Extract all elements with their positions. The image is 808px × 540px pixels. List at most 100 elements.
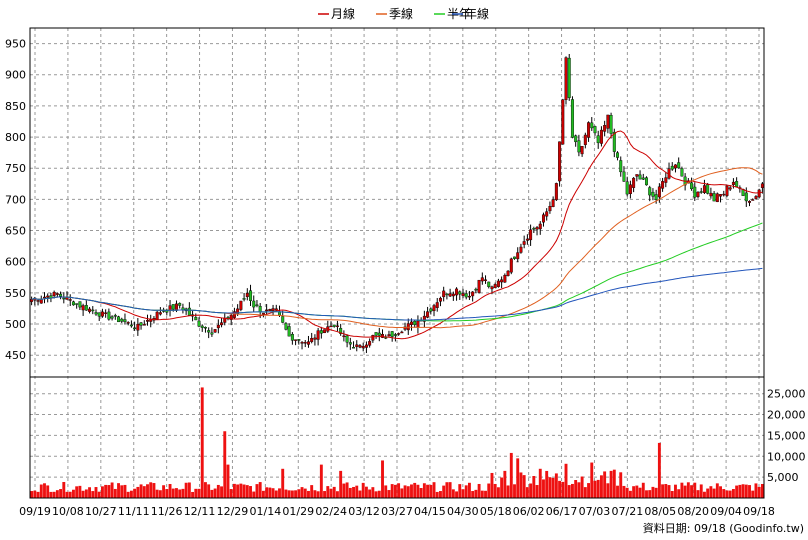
volume-bar bbox=[587, 483, 590, 498]
candle-body bbox=[731, 181, 735, 185]
candle-body bbox=[136, 323, 140, 331]
candle-body bbox=[91, 309, 95, 312]
volume-bar bbox=[583, 487, 587, 498]
volume-bar bbox=[509, 452, 513, 498]
volume-bar bbox=[364, 486, 368, 498]
x-tick-label: 08/20 bbox=[677, 505, 709, 518]
candle-body bbox=[168, 305, 172, 311]
candle-body bbox=[513, 256, 516, 259]
volume-bar bbox=[535, 485, 539, 498]
x-tick-label: 12/29 bbox=[217, 505, 249, 518]
volume-bar bbox=[545, 470, 549, 498]
candle-body bbox=[570, 99, 574, 138]
volume-bar bbox=[503, 470, 507, 498]
candle-body bbox=[158, 312, 162, 315]
candle-body bbox=[232, 311, 236, 318]
candle-body bbox=[216, 324, 220, 329]
volume-bar bbox=[471, 491, 475, 498]
volume-bar bbox=[126, 491, 130, 498]
x-tick-label: 09/04 bbox=[710, 505, 742, 518]
candle-body bbox=[139, 322, 143, 326]
volume-bar bbox=[184, 482, 188, 498]
volume-bar bbox=[358, 490, 362, 498]
x-tick-label: 04/30 bbox=[447, 505, 479, 518]
candle-body bbox=[59, 293, 63, 297]
volume-bar bbox=[110, 482, 114, 498]
candle-body bbox=[258, 305, 262, 313]
volume-bar bbox=[661, 484, 665, 498]
x-tick-label: 07/21 bbox=[612, 505, 644, 518]
candle-body bbox=[522, 241, 526, 245]
candle-body bbox=[94, 312, 98, 315]
volume-bar bbox=[715, 483, 719, 498]
volume-bar bbox=[609, 470, 613, 498]
volume-bar bbox=[268, 487, 272, 498]
volume-bar bbox=[674, 484, 677, 498]
volume-bar bbox=[30, 491, 34, 498]
candle-body bbox=[677, 162, 681, 169]
candle-body bbox=[75, 303, 79, 305]
volume-bar bbox=[645, 490, 648, 498]
volume-bar bbox=[168, 484, 172, 498]
volume-bar bbox=[648, 490, 652, 498]
volume-bar bbox=[419, 488, 423, 498]
volume-bar bbox=[332, 486, 336, 498]
candle-body bbox=[81, 305, 85, 311]
volume-bar bbox=[464, 485, 468, 498]
candle-body bbox=[174, 303, 178, 311]
price-tick-label: 800 bbox=[5, 131, 26, 144]
candle-body bbox=[261, 312, 265, 315]
candle-body bbox=[387, 334, 391, 337]
volume-bar bbox=[149, 482, 153, 498]
price-tick-label: 750 bbox=[5, 162, 26, 175]
volume-bar bbox=[171, 488, 175, 498]
candle-body bbox=[641, 177, 645, 180]
volume-bar bbox=[693, 482, 697, 498]
candle-body bbox=[477, 279, 481, 293]
candle-body bbox=[142, 324, 146, 326]
candle-body bbox=[493, 284, 497, 289]
x-tick-label: 04/15 bbox=[414, 505, 446, 518]
volume-bar bbox=[307, 490, 310, 498]
volume-bar bbox=[574, 480, 578, 498]
volume-y-axis: 5,000 10,000 15,000 20,000 25,000 bbox=[767, 388, 806, 484]
volume-bar bbox=[490, 472, 494, 498]
volume-bar bbox=[310, 485, 314, 498]
candle-body bbox=[268, 309, 272, 312]
candle-body bbox=[306, 341, 310, 345]
candle-body bbox=[339, 328, 343, 334]
candle-body bbox=[129, 324, 133, 327]
candle-body bbox=[442, 290, 446, 298]
volume-bar bbox=[316, 491, 320, 498]
candle-body bbox=[693, 186, 697, 198]
candle-body bbox=[715, 193, 719, 203]
volume-bar bbox=[142, 486, 146, 498]
candle-body bbox=[590, 122, 594, 129]
volume-bar bbox=[506, 485, 510, 498]
candle-body bbox=[203, 326, 207, 329]
candle-body bbox=[345, 335, 349, 343]
volume-bar bbox=[242, 484, 246, 498]
candle-body bbox=[464, 293, 468, 298]
volume-bar bbox=[374, 491, 378, 498]
x-tick-label: 02/24 bbox=[315, 505, 347, 518]
volume-bar bbox=[194, 488, 198, 498]
volume-bar bbox=[606, 483, 610, 498]
candle-body bbox=[409, 321, 413, 325]
volume-bar bbox=[81, 490, 85, 498]
x-tick-label: 03/12 bbox=[348, 505, 380, 518]
candle-body bbox=[265, 309, 269, 312]
volume-bar bbox=[680, 482, 684, 498]
candle-body bbox=[558, 141, 562, 182]
volume-bar bbox=[748, 485, 751, 498]
volume-bar bbox=[564, 463, 568, 498]
candle-body bbox=[413, 320, 417, 325]
volume-bar bbox=[580, 476, 584, 498]
volume-bar bbox=[603, 471, 607, 498]
candle-body bbox=[490, 286, 494, 290]
volume-bar bbox=[596, 479, 600, 498]
volume-bar bbox=[455, 491, 459, 498]
candle-body bbox=[554, 183, 558, 201]
ma-year-line bbox=[31, 267, 763, 321]
candle-body bbox=[458, 291, 462, 295]
